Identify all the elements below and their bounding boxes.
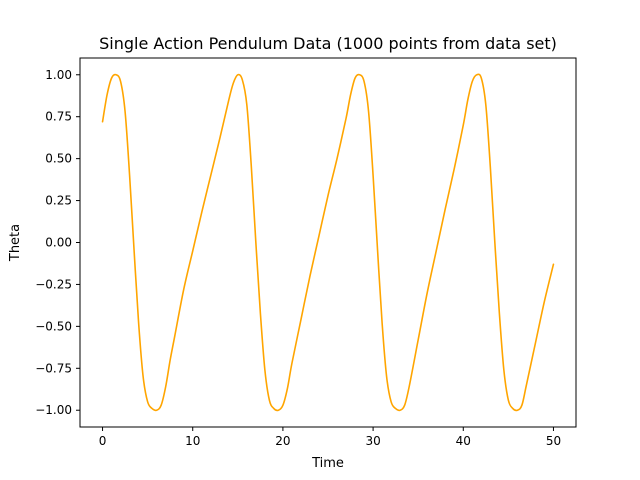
y-tick-label: 0.50 [45, 152, 72, 166]
y-tick-label: 1.00 [45, 68, 72, 82]
y-tick-label: 0.75 [45, 110, 72, 124]
x-axis: 0 10 20 30 40 50 [99, 427, 561, 448]
x-tick-label: 10 [185, 434, 200, 448]
y-tick-label: −0.50 [35, 319, 72, 333]
y-tick-label: 0.25 [45, 194, 72, 208]
x-tick-label: 20 [275, 434, 290, 448]
x-tick-label: 30 [365, 434, 380, 448]
x-tick-label: 0 [99, 434, 107, 448]
plot-frame [79, 57, 577, 428]
chart-title: Single Action Pendulum Data (1000 points… [99, 34, 557, 53]
y-axis: −1.00 −0.75 −0.50 −0.25 0.00 0.25 0.50 0.75 1.00 [35, 68, 80, 417]
y-tick-label: 0.00 [45, 236, 72, 250]
x-tick-label: 50 [546, 434, 561, 448]
y-tick-label: −0.75 [35, 361, 72, 375]
y-tick-label: −0.25 [35, 277, 72, 291]
y-axis-label: Theta [8, 224, 23, 262]
y-tick-label: −1.00 [35, 403, 72, 417]
x-axis-label: Time [311, 456, 344, 471]
series-line [101, 73, 555, 412]
x-tick-label: 40 [456, 434, 471, 448]
